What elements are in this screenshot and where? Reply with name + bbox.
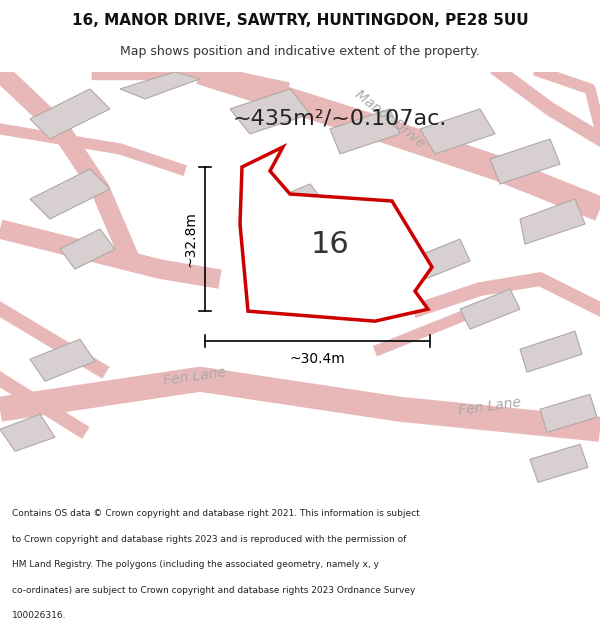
Text: ~30.4m: ~30.4m bbox=[290, 352, 346, 366]
Text: Contains OS data © Crown copyright and database right 2021. This information is : Contains OS data © Crown copyright and d… bbox=[12, 509, 420, 518]
Text: 16, MANOR DRIVE, SAWTRY, HUNTINGDON, PE28 5UU: 16, MANOR DRIVE, SAWTRY, HUNTINGDON, PE2… bbox=[71, 12, 529, 28]
Polygon shape bbox=[250, 184, 330, 234]
Text: 16: 16 bbox=[311, 229, 349, 259]
Polygon shape bbox=[320, 214, 390, 264]
Text: Fen Lane: Fen Lane bbox=[458, 395, 522, 418]
Polygon shape bbox=[240, 147, 432, 321]
Polygon shape bbox=[30, 339, 95, 381]
Polygon shape bbox=[120, 72, 200, 99]
Text: to Crown copyright and database rights 2023 and is reproduced with the permissio: to Crown copyright and database rights 2… bbox=[12, 535, 406, 544]
Polygon shape bbox=[520, 199, 585, 244]
Text: 100026316.: 100026316. bbox=[12, 611, 67, 620]
Polygon shape bbox=[30, 169, 110, 219]
Polygon shape bbox=[330, 109, 400, 154]
Text: co-ordinates) are subject to Crown copyright and database rights 2023 Ordnance S: co-ordinates) are subject to Crown copyr… bbox=[12, 586, 415, 595]
Polygon shape bbox=[520, 331, 582, 372]
Text: Map shows position and indicative extent of the property.: Map shows position and indicative extent… bbox=[120, 45, 480, 58]
Polygon shape bbox=[0, 414, 55, 451]
Polygon shape bbox=[530, 444, 588, 483]
Text: HM Land Registry. The polygons (including the associated geometry, namely x, y: HM Land Registry. The polygons (includin… bbox=[12, 560, 379, 569]
Polygon shape bbox=[490, 139, 560, 184]
Polygon shape bbox=[60, 229, 115, 269]
Polygon shape bbox=[410, 239, 470, 281]
Text: ~435m²/~0.107ac.: ~435m²/~0.107ac. bbox=[233, 109, 447, 129]
Text: ~32.8m: ~32.8m bbox=[184, 211, 198, 267]
Polygon shape bbox=[540, 394, 597, 432]
Polygon shape bbox=[230, 89, 310, 134]
Polygon shape bbox=[30, 89, 110, 139]
Text: Manor Drive: Manor Drive bbox=[352, 88, 428, 151]
Polygon shape bbox=[460, 289, 520, 329]
Polygon shape bbox=[420, 109, 495, 154]
Text: Fen Lane: Fen Lane bbox=[163, 365, 227, 388]
